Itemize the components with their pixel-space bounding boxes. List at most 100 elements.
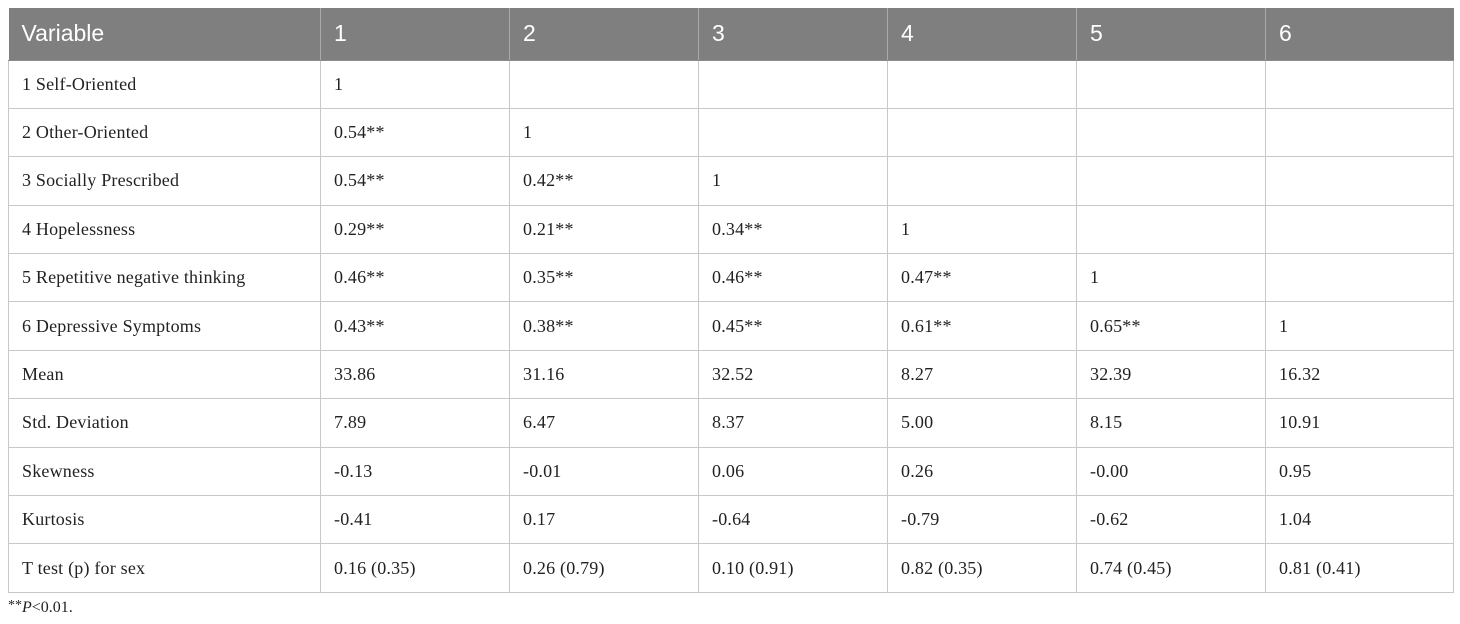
header-col-5: 5: [1076, 8, 1266, 61]
value-cell: [887, 156, 1077, 206]
value-cell: 0.17: [509, 495, 699, 545]
row-label-cell: 1 Self-Oriented: [8, 59, 321, 109]
value-cell: [1265, 253, 1454, 303]
table-row: 3 Socially Prescribed 0.54** 0.42** 1: [8, 156, 1454, 206]
row-label-cell: Kurtosis: [8, 495, 321, 545]
value-cell: [509, 59, 699, 109]
value-cell: 0.54**: [320, 156, 510, 206]
value-cell: 0.61**: [887, 301, 1077, 351]
row-label-cell: 3 Socially Prescribed: [8, 156, 321, 206]
header-variable: Variable: [8, 8, 321, 61]
table-row: Mean 33.86 31.16 32.52 8.27 32.39 16.32: [8, 349, 1454, 400]
table-row: 1 Self-Oriented 1: [8, 59, 1454, 109]
header-col-1: 1: [320, 8, 510, 61]
header-col-2: 2: [509, 8, 699, 61]
value-cell: 1: [698, 156, 888, 206]
value-cell: [1265, 204, 1454, 255]
value-cell: 0.65**: [1076, 301, 1266, 351]
value-cell: 0.34**: [698, 204, 888, 255]
value-cell: -0.01: [509, 446, 699, 497]
value-cell: 0.06: [698, 446, 888, 497]
header-col-4: 4: [887, 8, 1077, 61]
table-header: Variable 1 2 3 4 5 6: [8, 8, 1454, 61]
value-cell: 0.47**: [887, 253, 1077, 303]
value-cell: 0.38**: [509, 301, 699, 351]
value-cell: 1.04: [1265, 495, 1454, 545]
value-cell: 1: [887, 204, 1077, 255]
value-cell: [1076, 59, 1266, 109]
value-cell: [887, 59, 1077, 109]
value-cell: [887, 107, 1077, 158]
header-col-3: 3: [698, 8, 888, 61]
value-cell: 16.32: [1265, 349, 1454, 400]
correlation-table-container: Variable 1 2 3 4 5 6 1 Self-Oriented 1 2 O…: [8, 8, 1454, 593]
table-body: 1 Self-Oriented 1 2 Other-Oriented 0.54** 1 3…: [8, 59, 1454, 593]
value-cell: 31.16: [509, 349, 699, 400]
header-col-6: 6: [1265, 8, 1454, 61]
value-cell: 0.45**: [698, 301, 888, 351]
footnote-text: <0.01.: [31, 599, 73, 616]
value-cell: 8.37: [698, 398, 888, 448]
value-cell: 0.74 (0.45): [1076, 543, 1266, 593]
value-cell: 0.43**: [320, 301, 510, 351]
footnote-stars: **: [8, 598, 22, 613]
value-cell: 32.39: [1076, 349, 1266, 400]
table-row: T test (p) for sex 0.16 (0.35) 0.26 (0.79)…: [8, 543, 1454, 593]
value-cell: 0.95: [1265, 446, 1454, 497]
header-row: Variable 1 2 3 4 5 6: [8, 8, 1454, 61]
value-cell: [1265, 107, 1454, 158]
value-cell: [698, 59, 888, 109]
value-cell: 0.81 (0.41): [1265, 543, 1454, 593]
value-cell: -0.64: [698, 495, 888, 545]
value-cell: 1: [1265, 301, 1454, 351]
table-row: 2 Other-Oriented 0.54** 1: [8, 107, 1454, 158]
footnote-p: P: [22, 599, 32, 616]
value-cell: 1: [320, 59, 510, 109]
value-cell: 0.29**: [320, 204, 510, 255]
value-cell: 0.26: [887, 446, 1077, 497]
value-cell: 0.46**: [698, 253, 888, 303]
value-cell: 32.52: [698, 349, 888, 400]
value-cell: [698, 107, 888, 158]
value-cell: 10.91: [1265, 398, 1454, 448]
correlation-table: Variable 1 2 3 4 5 6 1 Self-Oriented 1 2 O…: [8, 8, 1454, 593]
value-cell: 33.86: [320, 349, 510, 400]
row-label-cell: Mean: [8, 349, 321, 400]
value-cell: 0.35**: [509, 253, 699, 303]
row-label-cell: Std. Deviation: [8, 398, 321, 448]
table-row: 6 Depressive Symptoms 0.43** 0.38** 0.45** 0…: [8, 301, 1454, 351]
value-cell: 0.16 (0.35): [320, 543, 510, 593]
table-row: 4 Hopelessness 0.29** 0.21** 0.34** 1: [8, 204, 1454, 255]
value-cell: [1076, 204, 1266, 255]
value-cell: 7.89: [320, 398, 510, 448]
row-label-cell: Skewness: [8, 446, 321, 497]
value-cell: [1076, 107, 1266, 158]
value-cell: -0.00: [1076, 446, 1266, 497]
table-row: Std. Deviation 7.89 6.47 8.37 5.00 8.15 10.91: [8, 398, 1454, 448]
value-cell: [1265, 156, 1454, 206]
table-row: 5 Repetitive negative thinking 0.46** 0.35…: [8, 253, 1454, 303]
row-label-cell: 6 Depressive Symptoms: [8, 301, 321, 351]
value-cell: 0.82 (0.35): [887, 543, 1077, 593]
value-cell: -0.13: [320, 446, 510, 497]
row-label-cell: 2 Other-Oriented: [8, 107, 321, 158]
row-label-cell: 4 Hopelessness: [8, 204, 321, 255]
value-cell: -0.79: [887, 495, 1077, 545]
value-cell: 1: [509, 107, 699, 158]
table-footnote: **P<0.01.: [8, 598, 73, 617]
value-cell: -0.41: [320, 495, 510, 545]
value-cell: 0.21**: [509, 204, 699, 255]
value-cell: 0.10 (0.91): [698, 543, 888, 593]
value-cell: 1: [1076, 253, 1266, 303]
value-cell: 5.00: [887, 398, 1077, 448]
value-cell: 8.15: [1076, 398, 1266, 448]
value-cell: 0.26 (0.79): [509, 543, 699, 593]
value-cell: [1076, 156, 1266, 206]
value-cell: 0.54**: [320, 107, 510, 158]
value-cell: -0.62: [1076, 495, 1266, 545]
table-row: Skewness -0.13 -0.01 0.06 0.26 -0.00 0.95: [8, 446, 1454, 497]
row-label-cell: T test (p) for sex: [8, 543, 321, 593]
value-cell: 6.47: [509, 398, 699, 448]
value-cell: [1265, 59, 1454, 109]
value-cell: 0.46**: [320, 253, 510, 303]
